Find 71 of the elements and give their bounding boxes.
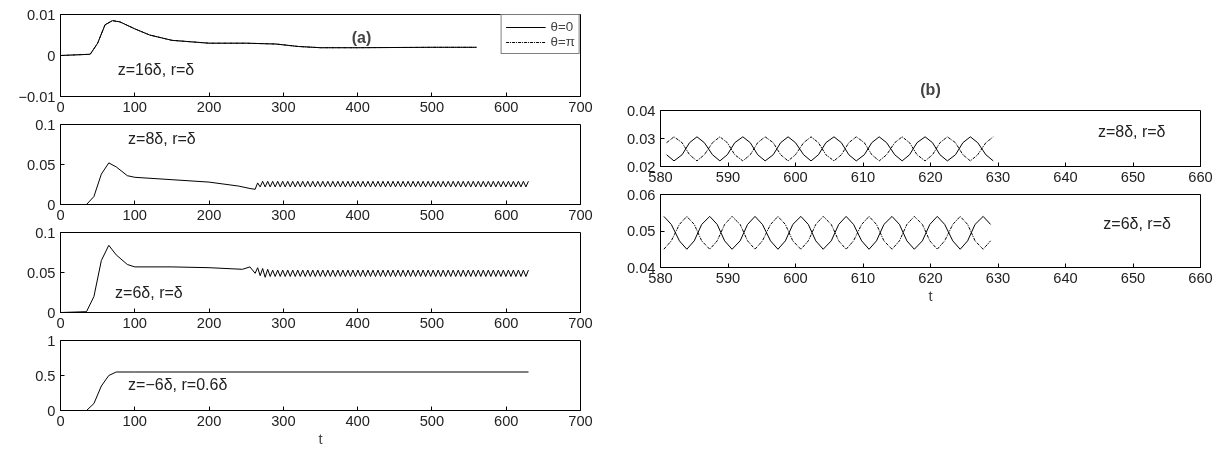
x-tick-label: 640 — [1053, 269, 1078, 286]
x-tick-label: 500 — [419, 98, 445, 115]
line-series — [663, 215, 992, 250]
y-tick-label: 0.5 — [35, 367, 56, 384]
x-tick-label: 200 — [196, 98, 222, 115]
x-axis-title: t — [318, 430, 323, 447]
x-tick-label: 200 — [196, 412, 222, 429]
x-tick-label: 610 — [850, 269, 876, 286]
x-tick-label: 500 — [419, 314, 445, 331]
annotation: z=8δ, r=δ — [128, 129, 196, 147]
x-tick-label: 650 — [1120, 269, 1146, 286]
y-tick-label: 0.05 — [626, 223, 656, 239]
text: (a) — [351, 28, 372, 46]
x-tick-label: 620 — [918, 269, 943, 286]
annotation: z=16δ, r=δ — [117, 61, 195, 79]
line-series — [666, 136, 994, 162]
x-axis-title: t — [928, 287, 933, 304]
x-tick-label: 100 — [122, 412, 148, 429]
y-tick-label: 0.03 — [626, 130, 656, 147]
x-tick-label: 590 — [715, 168, 741, 185]
annotation: z=−6δ, r=0.6δ — [128, 376, 228, 393]
x-tick-label: 300 — [271, 98, 296, 115]
x-tick-label: 300 — [271, 314, 296, 331]
legend-label: θ=0 — [550, 19, 574, 34]
x-tick-label: 200 — [196, 314, 222, 331]
x-tick-label: 600 — [783, 168, 808, 185]
x-tick-label: 700 — [568, 412, 593, 429]
y-tick-label: −0.01 — [18, 88, 56, 105]
y-tick-label: 0.06 — [626, 186, 656, 203]
x-tick-label: 200 — [196, 206, 222, 223]
y-tick-label: 1 — [47, 332, 56, 349]
x-tick-label: 500 — [419, 206, 445, 223]
x-tick-label: 640 — [1053, 168, 1078, 185]
y-tick-label: 0.1 — [35, 224, 56, 241]
x-tick-label: 400 — [345, 412, 370, 429]
x-tick-label: 650 — [1120, 168, 1146, 185]
chart-title: (b) — [920, 81, 941, 98]
x-tick-label: 100 — [122, 314, 148, 331]
legend-label: θ=π — [550, 34, 575, 49]
x-tick-label: 600 — [493, 412, 519, 429]
x-tick-label: 100 — [122, 98, 148, 115]
x-tick-label: 300 — [271, 412, 296, 429]
x-tick-label: 400 — [345, 314, 370, 331]
x-tick-label: 500 — [419, 412, 445, 429]
x-tick-label: 400 — [345, 98, 370, 115]
x-tick-label: 300 — [271, 206, 296, 223]
x-tick-label: 630 — [985, 168, 1011, 185]
x-tick-label: 700 — [568, 206, 593, 223]
x-tick-label: 660 — [1188, 269, 1213, 286]
y-tick-label: 0.05 — [26, 264, 56, 281]
y-tick-label: 0.04 — [626, 102, 656, 119]
x-tick-label: 600 — [493, 314, 519, 331]
x-tick-label: 700 — [568, 98, 593, 115]
x-tick-label: 590 — [715, 269, 741, 286]
x-tick-label: 600 — [493, 98, 519, 115]
y-tick-label: 0.01 — [26, 6, 56, 23]
y-tick-label: 0.05 — [26, 156, 56, 173]
x-tick-label: 700 — [568, 314, 593, 331]
x-tick-label: 600 — [783, 269, 808, 286]
annotation: z=6δ, r=δ — [1103, 215, 1172, 233]
x-tick-label: 620 — [918, 168, 943, 185]
x-tick-label: 100 — [122, 206, 148, 223]
x-tick-label: 660 — [1188, 168, 1213, 185]
y-tick-label: 0 — [47, 47, 56, 64]
annotation: z=8δ, r=δ — [1097, 122, 1166, 140]
x-tick-label: 630 — [985, 269, 1011, 286]
annotation: z=6δ, r=δ — [115, 283, 183, 301]
x-tick-label: 610 — [850, 168, 876, 185]
x-tick-label: 400 — [345, 206, 370, 223]
x-tick-label: 600 — [493, 206, 519, 223]
y-tick-label: 0.1 — [35, 116, 56, 133]
